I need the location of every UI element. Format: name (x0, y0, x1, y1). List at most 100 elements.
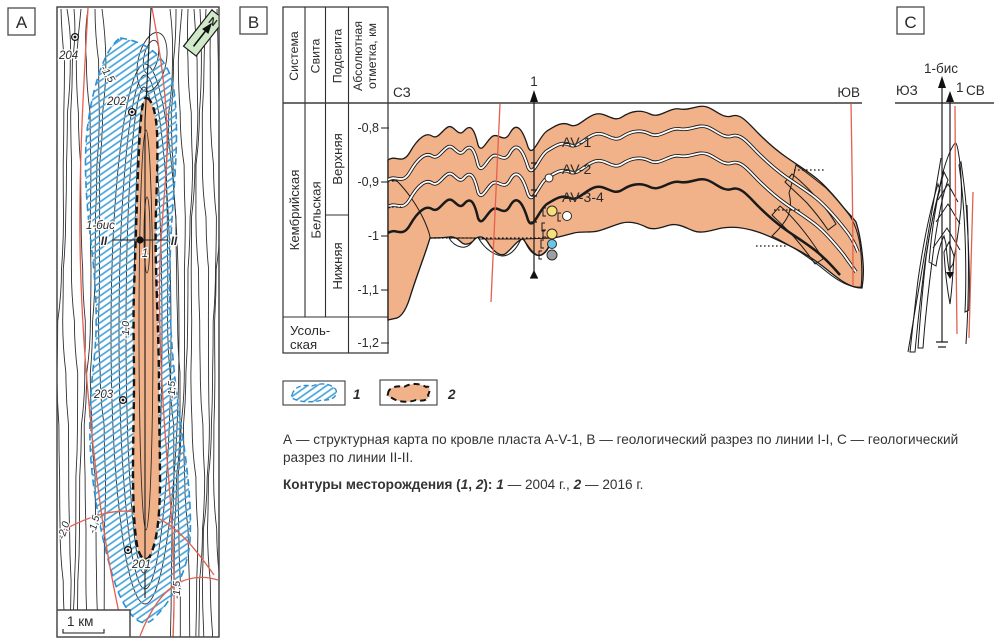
perforation-interval (531, 162, 537, 223)
water-zone-right (771, 164, 863, 288)
well-arrow-icon (946, 91, 954, 102)
well-1bis-label: 1-бис (924, 61, 958, 76)
test-circle-blue (547, 239, 557, 249)
well-1bis-trace (936, 76, 948, 348)
contour-line (57, 8, 67, 637)
panel-b-label-box (239, 6, 268, 35)
legend-swatch-1 (290, 383, 338, 403)
fault-line (490, 103, 501, 303)
layer-lines (388, 124, 860, 276)
section-line-1-1 (144, 7, 152, 598)
panel-a-map: II II 204 202 1-бис 1 203 201 (7, 6, 220, 638)
panel-b-section: B Система Свита Подсвита Абсолютная отме… (239, 6, 865, 354)
section2-geology (907, 142, 970, 353)
contour-line (183, 8, 194, 637)
legend-label-1: 1 (353, 387, 361, 402)
well-1bis: 1-бис 1 (85, 219, 150, 262)
contour-line (70, 8, 79, 637)
test-circle-yellow (546, 205, 558, 217)
well-203-label: 203 (93, 389, 114, 401)
inner-contour (138, 129, 154, 531)
test-circle-yellow (546, 228, 558, 240)
well-1-trace (946, 91, 954, 279)
usol-suite-1: Усоль- (290, 323, 330, 338)
water-pocket (448, 237, 476, 248)
fault-line (954, 105, 958, 335)
col-header-suite: Свита (309, 39, 323, 74)
legend: 1 2 (282, 379, 456, 406)
layer-label-av34: AV-3-4 (562, 189, 604, 205)
scale-text: 1 км (67, 614, 93, 629)
contour-line (207, 8, 217, 637)
water-zone-left (387, 179, 431, 321)
test-circle-white (544, 173, 554, 183)
layer-av34-line (388, 178, 841, 276)
contour-label: -1,5 (171, 581, 183, 599)
contour-label: -1,0 (120, 321, 132, 339)
caption-part: — 2004 г., (503, 477, 574, 493)
contour-line (190, 8, 199, 637)
owc-dotted-line (388, 169, 824, 247)
caption-part: 1 (496, 477, 504, 493)
water-wedge (943, 240, 955, 305)
direction-sw: ЮЗ (896, 83, 918, 98)
well-201: 201 (123, 545, 152, 572)
col-header-subsuite: Подсвита (331, 29, 345, 84)
well-1-label: 1 (956, 80, 964, 95)
col-header-system: Система (287, 31, 301, 81)
field-contour-2016 (131, 96, 162, 561)
usol-suite-2: ская (290, 337, 317, 352)
layer-av1-line (388, 125, 859, 253)
layer-label-av2: AV-2 (562, 161, 592, 177)
caption-part: , (468, 477, 476, 493)
well-arrow-icon (530, 90, 538, 102)
caption-part: 1 (460, 477, 469, 493)
well-201-label: 201 (131, 559, 151, 571)
fault-line (968, 191, 974, 339)
well-203: 203 (92, 388, 127, 405)
section-geology (387, 105, 865, 321)
water-band (958, 160, 970, 313)
well-204: 204 (58, 32, 79, 63)
col-header-elevation-1: Абсолютная (351, 21, 365, 91)
caption-part: 2 (573, 477, 582, 493)
oil-core (928, 142, 962, 272)
contour-line (195, 8, 206, 637)
well-bottom-icon (946, 272, 954, 279)
oil-finger (771, 205, 824, 265)
interval-bracket (538, 207, 561, 260)
panel-c-section: C ЮЗ СВ 1-бис 1 (895, 6, 994, 353)
contour-line (62, 8, 72, 637)
well-bottom-icon (530, 270, 538, 278)
depth-tick: -0,9 (357, 175, 379, 189)
depth-tick: -0,8 (357, 121, 379, 135)
well-202: 202 (105, 95, 137, 116)
fault-line (850, 103, 854, 287)
subsuite-lower: Нижняя (330, 242, 345, 289)
section-mark-left: II (101, 236, 108, 248)
fault-line (79, 7, 125, 637)
well-1bis-label: 1-бис (86, 220, 115, 232)
well-1-label: 1 (530, 74, 538, 89)
section-mark-right: II (171, 236, 178, 248)
direction-se: ЮВ (837, 85, 860, 100)
caption-part: Контуры месторождения ( (283, 477, 461, 493)
caption-part: — 2016 г. (581, 477, 644, 493)
contour-line (213, 8, 219, 571)
inner-contour (143, 196, 151, 274)
caption-line2: Контуры месторождения (1, 2): 1 — 2004 г… (283, 476, 999, 494)
caption-part: 2 (475, 477, 484, 493)
panel-b-label: B (248, 13, 259, 32)
well-arrow-icon (938, 76, 946, 88)
caption-part: ): (483, 477, 497, 493)
depth-tick: -1 (368, 229, 379, 243)
legend-label-2: 2 (447, 387, 456, 402)
figure-caption: А — структурная карта по кровле пласта A… (283, 431, 999, 495)
panel-c-label-box (896, 6, 925, 35)
strat-table: Система Свита Подсвита Абсолютная отметк… (282, 6, 389, 354)
contour-line (75, 8, 86, 637)
north-arrow: N (182, 9, 219, 57)
system-name: Кембрийская (287, 170, 302, 251)
